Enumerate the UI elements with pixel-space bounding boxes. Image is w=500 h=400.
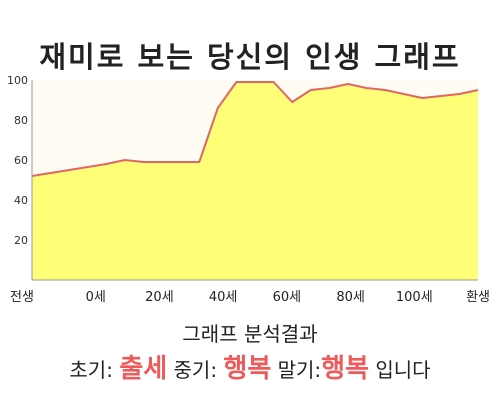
x-tick-label: 40세 [209,290,238,305]
early-label: 초기: [69,358,113,382]
middle-value: 행복 [223,354,272,384]
series-line [31,81,479,177]
y-tick-label: 20 [14,234,28,247]
page-title: 재미로 보는 당신의 인생 그래프 [39,40,461,74]
y-tick-label: 100 [7,74,28,87]
x-tick-label: 100세 [396,290,433,305]
analysis-title: 그래프 분석결과 [182,322,318,346]
x-tick-label: 전생 [10,290,34,305]
x-tick-label: 환생 [466,290,490,305]
y-tick-label: 40 [14,194,28,207]
x-tick-label: 0세 [86,290,106,305]
late-value: 행복 [321,354,370,384]
x-tick-label: 60세 [273,290,302,305]
analysis-result: 초기: 출세 중기: 행복 말기:행복 입니다 [0,348,500,385]
early-value: 출세 [119,354,168,384]
x-tick-label: 80세 [336,290,365,305]
series-area [32,82,478,280]
late-label: 말기: [277,358,322,382]
result-suffix: 입니다 [375,358,431,382]
y-tick-label: 60 [14,154,28,167]
x-tick-label: 20세 [145,290,174,305]
y-tick-label: 80 [14,114,28,127]
middle-label: 중기: [173,358,218,382]
